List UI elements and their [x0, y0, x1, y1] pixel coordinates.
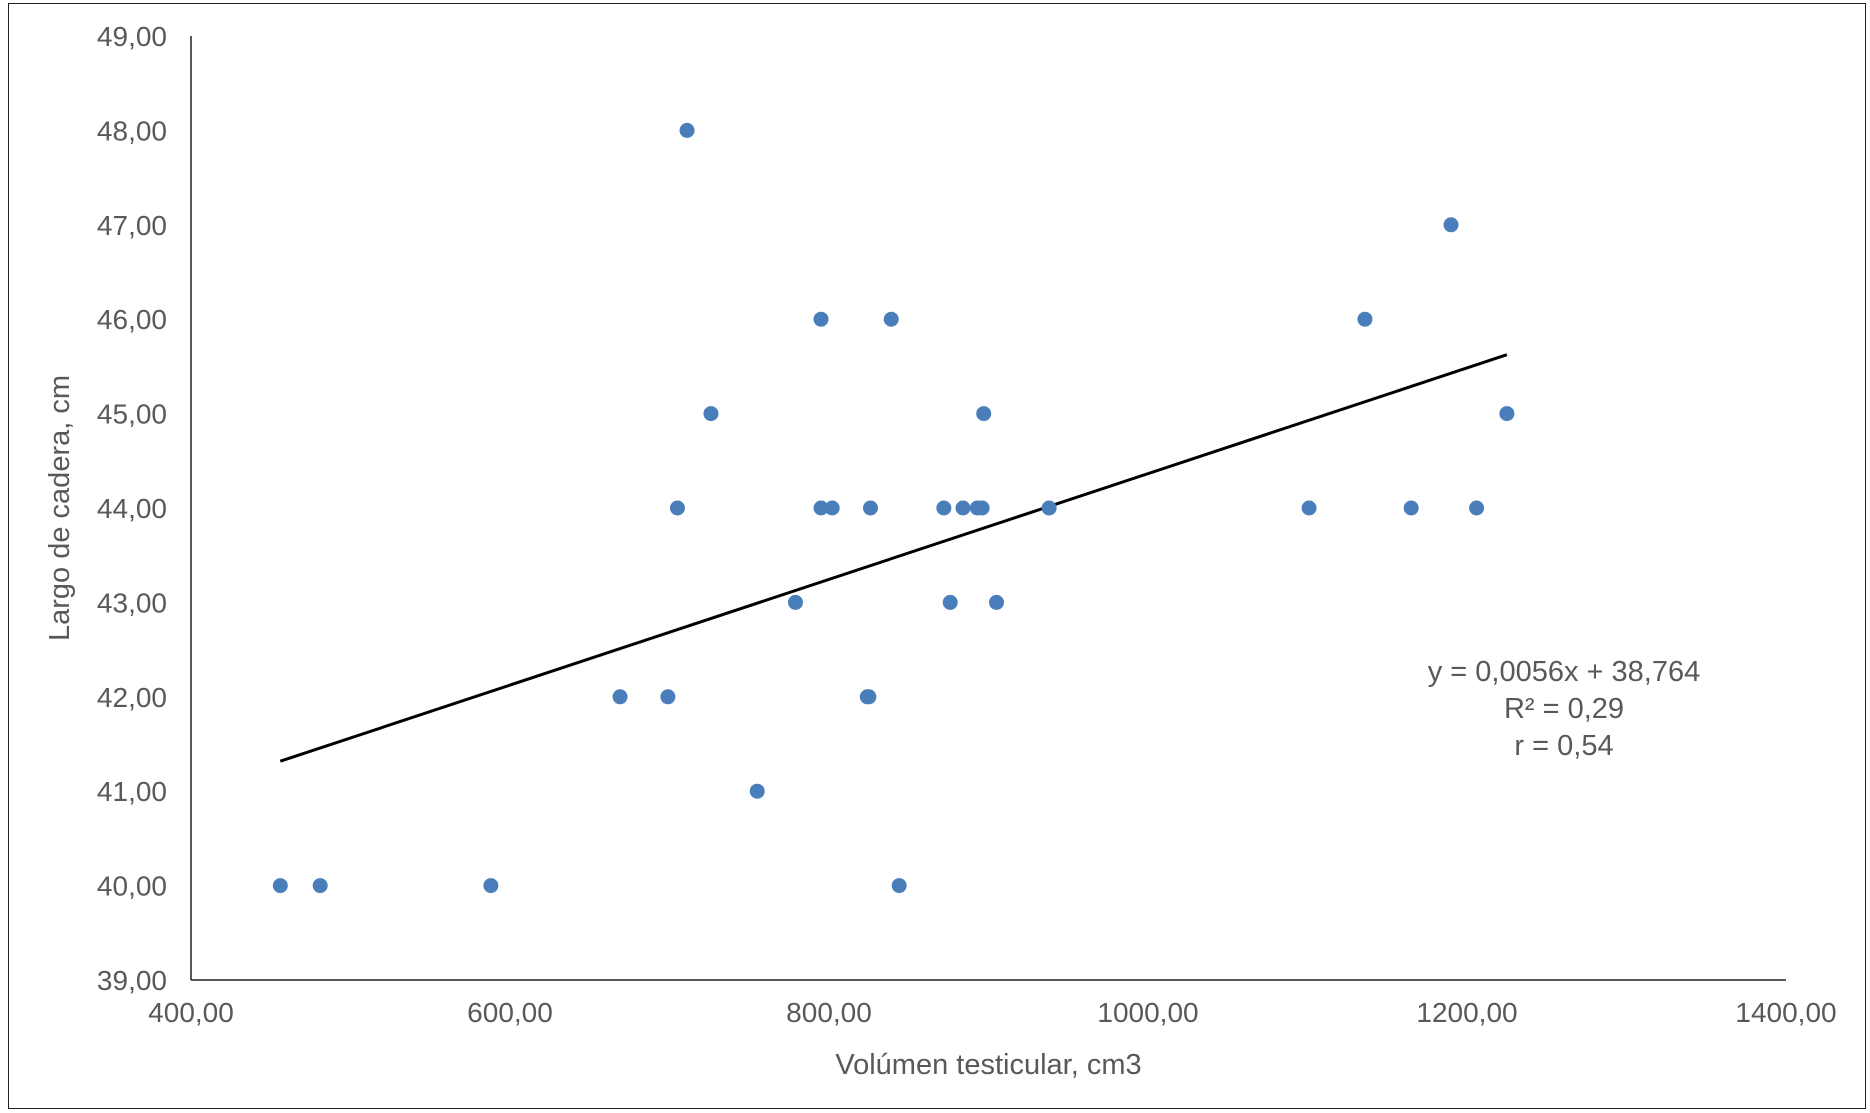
y-tick-label: 47,00: [97, 210, 167, 241]
x-tick-label: 800,00: [786, 997, 872, 1028]
x-tick-labels: 400,00 600,00 800,00 1000,00 1200,00 1400,00: [148, 997, 1836, 1028]
data-point: [891, 878, 907, 894]
data-point: [272, 878, 288, 894]
chart-frame: [8, 3, 1866, 1109]
data-point: [824, 500, 840, 516]
axes: [190, 36, 1786, 981]
data-point: [1443, 217, 1459, 233]
data-point: [942, 594, 958, 610]
data-point: [988, 594, 1004, 610]
data-point: [749, 783, 765, 799]
data-point: [1357, 311, 1373, 327]
x-tick-label: 1400,00: [1735, 997, 1836, 1028]
data-point: [788, 594, 804, 610]
data-point: [703, 406, 719, 422]
data-point: [974, 500, 990, 516]
data-point: [976, 406, 992, 422]
y-tick-label: 45,00: [97, 399, 167, 430]
data-point: [936, 500, 952, 516]
y-tick-label: 42,00: [97, 682, 167, 713]
data-point: [612, 689, 628, 705]
data-point: [883, 311, 899, 327]
x-tick-label: 1000,00: [1097, 997, 1198, 1028]
data-point: [312, 878, 328, 894]
data-point: [660, 689, 676, 705]
data-point: [1403, 500, 1419, 516]
r-label: r = 0,54: [1514, 730, 1613, 762]
trendline-group: [279, 353, 1508, 763]
data-point: [862, 500, 878, 516]
trendline: [279, 353, 1508, 763]
data-point: [813, 311, 829, 327]
y-tick-label: 41,00: [97, 776, 167, 807]
data-point: [669, 500, 685, 516]
data-point: [861, 689, 877, 705]
y-tick-label: 40,00: [97, 871, 167, 902]
data-point: [1041, 500, 1057, 516]
y-tick-label: 46,00: [97, 304, 167, 335]
data-points: [272, 122, 1515, 894]
data-point: [1499, 406, 1515, 422]
data-point: [955, 500, 971, 516]
trendline-equation: y = 0,0056x + 38,764: [1428, 656, 1701, 688]
trendline-annotation: y = 0,0056x + 38,764 R² = 0,29 r = 0,54: [1428, 656, 1701, 762]
x-tick-label: 600,00: [467, 997, 553, 1028]
data-point: [679, 122, 695, 138]
y-tick-label: 48,00: [97, 115, 167, 146]
r-squared-label: R² = 0,29: [1504, 693, 1624, 725]
y-axis-title: Largo de cadera, cm: [44, 375, 76, 641]
x-tick-label: 1200,00: [1416, 997, 1517, 1028]
data-point: [1469, 500, 1485, 516]
data-point: [483, 878, 499, 894]
y-tick-label: 39,00: [97, 965, 167, 996]
x-tick-label: 400,00: [148, 997, 234, 1028]
data-point: [813, 500, 829, 516]
x-axis-title: Volúmen testicular, cm3: [835, 1049, 1141, 1081]
data-point: [1301, 500, 1317, 516]
y-tick-label: 49,00: [97, 21, 167, 52]
y-tick-label: 44,00: [97, 493, 167, 524]
y-tick-labels: 39,00 40,00 41,00 42,00 43,00 44,00 45,00 46,00…: [97, 21, 167, 996]
y-tick-label: 43,00: [97, 587, 167, 618]
